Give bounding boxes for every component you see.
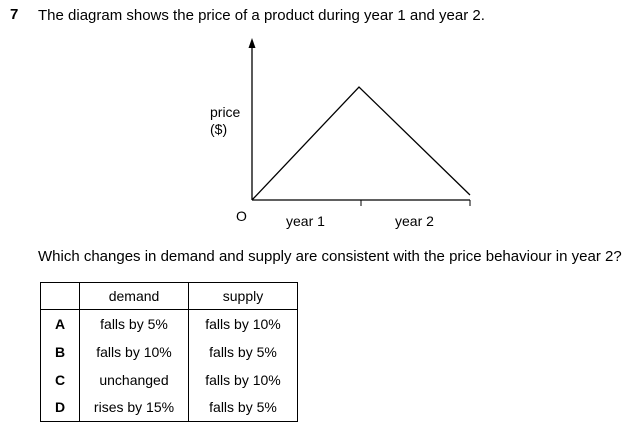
option-demand: rises by 15% [79, 393, 189, 422]
option-demand: falls by 10% [79, 337, 189, 366]
y-axis-label-line2: ($) [210, 121, 228, 137]
option-row-c: C unchanged falls by 10% [40, 365, 298, 394]
header-supply: supply [188, 282, 298, 310]
option-row-b: B falls by 10% falls by 5% [40, 337, 298, 366]
y-axis-arrowhead [248, 38, 256, 48]
price-diagram [248, 38, 471, 206]
table-header-row: demand supply [40, 282, 298, 310]
option-row-d: D rises by 15% falls by 5% [40, 393, 298, 422]
option-key: A [40, 309, 80, 338]
x-label-year2: year 2 [395, 213, 434, 229]
option-demand: unchanged [79, 365, 189, 394]
y-axis-label-line1: price [210, 104, 241, 120]
option-supply: falls by 10% [188, 365, 298, 394]
option-key: D [40, 393, 80, 422]
origin-label: O [236, 208, 247, 224]
price-line [251, 86, 471, 201]
option-supply: falls by 10% [188, 309, 298, 338]
option-demand: falls by 5% [79, 309, 189, 338]
question-prompt: Which changes in demand and supply are c… [38, 248, 622, 265]
header-key [40, 282, 80, 310]
option-row-a: A falls by 5% falls by 10% [40, 309, 298, 338]
option-supply: falls by 5% [188, 337, 298, 366]
question-number: 7 [10, 6, 19, 23]
options-table: demand supply A falls by 5% falls by 10%… [40, 282, 298, 422]
question-text: The diagram shows the price of a product… [38, 7, 485, 24]
option-key: B [40, 337, 80, 366]
y-axis-label: price ($) [210, 104, 240, 138]
x-label-year1: year 1 [286, 213, 325, 229]
header-demand: demand [79, 282, 189, 310]
option-key: C [40, 365, 80, 394]
option-supply: falls by 5% [188, 393, 298, 422]
